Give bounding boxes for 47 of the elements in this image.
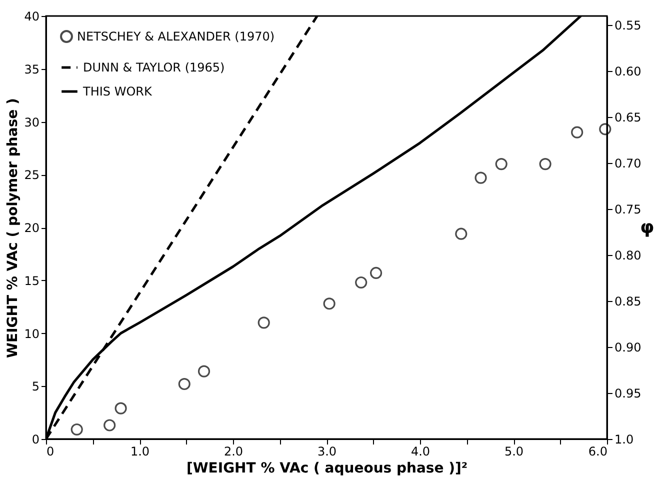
x-tick-label: 6.0 (588, 444, 608, 458)
y-axis-title: WEIGHT % VAc ( polymer phase ) (5, 98, 22, 358)
x-tick-label: 4.0 (410, 444, 430, 458)
y-tick-label: 20 (24, 221, 40, 235)
y-tick-label: 15 (24, 274, 40, 288)
x-tick-label: 5.0 (504, 444, 524, 458)
x-tick-label: 2.0 (224, 444, 244, 458)
point (258, 316, 270, 329)
point (104, 419, 116, 432)
y2-tick-label: 0.55 (614, 18, 642, 33)
y2-axis-title: φ (640, 217, 654, 238)
y-tick-label: 30 (24, 115, 40, 130)
y-tick-label: 0 (32, 432, 40, 446)
point (571, 126, 584, 138)
y2-tick-label: 0.80 (614, 248, 642, 263)
point (198, 365, 210, 378)
y2-tick-label: 0.60 (614, 64, 642, 79)
point (599, 123, 612, 136)
y2-tick-label: 0.65 (614, 110, 642, 125)
point (323, 298, 336, 310)
legend-label: THIS WORK (82, 84, 153, 98)
y-tick-label: 35 (24, 62, 40, 76)
y2-tick-label: 1.0 (614, 432, 634, 446)
y-tick-label: 5 (32, 380, 40, 394)
point (70, 423, 83, 436)
x-tick-label: 1.0 (130, 444, 150, 458)
y2-tick-label: 0.95 (614, 386, 642, 401)
legend-label: NETSCHEY & ALEXANDER (1970) (77, 30, 275, 44)
legend-label: DUNN & TAYLOR (1965) (83, 60, 225, 74)
y2-tick-label: 0.75 (614, 202, 642, 217)
x-tick-label: 3.0 (317, 444, 337, 458)
y-tick-label: 40 (24, 10, 40, 24)
y-tick-label: 25 (24, 168, 40, 182)
y2-tick-label: 0.70 (614, 156, 642, 171)
point (455, 228, 468, 240)
x-axis-title: [WEIGHT % VAc ( aqueous phase )]² (186, 460, 468, 476)
x-tick-label: 0 (46, 444, 54, 458)
y2-tick-label: 0.90 (614, 340, 642, 355)
y-tick-label: 10 (24, 326, 40, 341)
point (495, 158, 508, 170)
point (355, 276, 368, 289)
point (370, 266, 382, 280)
point (178, 378, 190, 390)
point (474, 172, 487, 184)
y2-tick-label: 0.85 (614, 294, 642, 309)
point (539, 158, 552, 170)
point (114, 402, 127, 414)
